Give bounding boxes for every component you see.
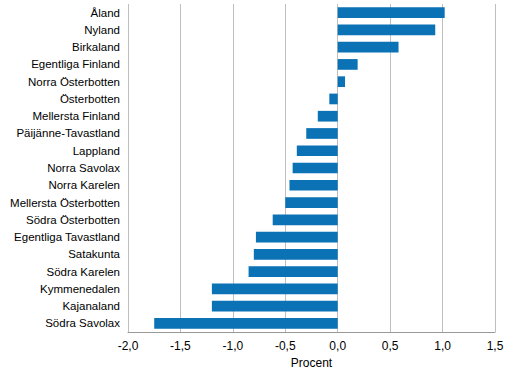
svg-text:0,0: 0,0	[329, 339, 346, 353]
svg-text:-2,0: -2,0	[118, 339, 139, 353]
svg-text:Mellersta Österbotten: Mellersta Österbotten	[10, 197, 120, 209]
svg-text:Södra Karelen: Södra Karelen	[46, 266, 120, 278]
svg-text:Norra Österbotten: Norra Österbotten	[28, 76, 120, 88]
svg-text:Österbotten: Österbotten	[60, 93, 120, 105]
svg-text:-0,5: -0,5	[275, 339, 296, 353]
svg-text:Norra Karelen: Norra Karelen	[48, 179, 120, 191]
svg-text:Kymmenedalen: Kymmenedalen	[40, 283, 120, 295]
svg-text:Lappland: Lappland	[73, 145, 120, 157]
svg-text:Päijänne-Tavastland: Päijänne-Tavastland	[16, 127, 120, 139]
svg-text:Egentliga Tavastland: Egentliga Tavastland	[14, 231, 120, 243]
svg-text:-1,0: -1,0	[223, 339, 244, 353]
svg-text:-1,5: -1,5	[170, 339, 191, 353]
svg-text:Satakunta: Satakunta	[68, 248, 120, 260]
svg-text:Nyland: Nyland	[84, 24, 120, 36]
svg-text:Åland: Åland	[91, 7, 120, 19]
svg-text:0,5: 0,5	[382, 339, 399, 353]
svg-text:Egentliga Finland: Egentliga Finland	[31, 58, 120, 70]
svg-text:Norra Savolax: Norra Savolax	[47, 162, 120, 174]
svg-text:Procent: Procent	[291, 356, 333, 370]
svg-text:Birkaland: Birkaland	[72, 41, 120, 53]
svg-text:Kajanaland: Kajanaland	[62, 300, 120, 312]
svg-text:Södra Savolax: Södra Savolax	[45, 317, 120, 329]
svg-text:Mellersta Finland: Mellersta Finland	[32, 110, 120, 122]
svg-text:1,5: 1,5	[487, 339, 504, 353]
svg-text:Södra Österbotten: Södra Österbotten	[26, 214, 120, 226]
svg-text:1,0: 1,0	[434, 339, 451, 353]
